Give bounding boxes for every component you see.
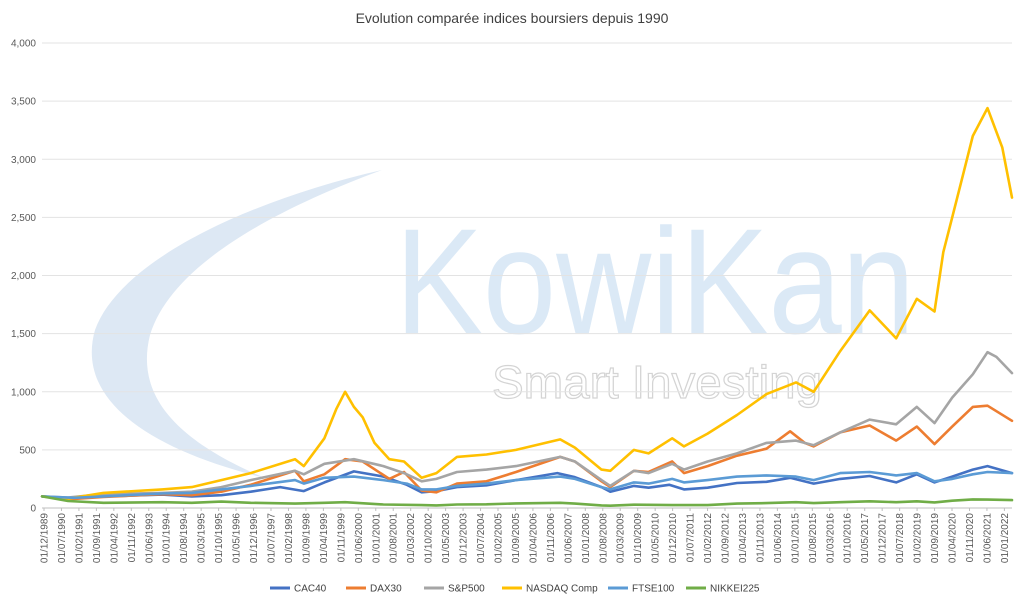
x-tick-label: 01/01/2008 — [581, 513, 592, 563]
x-tick-label: 01/06/2007 — [563, 513, 574, 563]
x-tick-label: 01/09/1998 — [301, 513, 312, 563]
x-tick-label: 01/10/2009 — [633, 513, 644, 563]
watermark: KowiKan Smart Investing — [91, 170, 915, 478]
x-tick-label: 01/10/2002 — [424, 513, 435, 563]
series-lines — [40, 106, 1014, 507]
y-tick-label: 3,000 — [11, 155, 36, 166]
x-tick-label: 01/07/2018 — [895, 513, 906, 563]
chart-title: Evolution comparée indices boursiers dep… — [356, 10, 669, 26]
watermark-swoosh — [91, 170, 382, 478]
y-tick-label: 3,500 — [11, 97, 36, 108]
x-tick-label: 01/11/1999 — [336, 513, 347, 563]
x-tick-label: 01/02/2012 — [703, 513, 714, 563]
series-line-ftse100 — [40, 470, 1014, 500]
legend-label: DAX30 — [370, 584, 402, 595]
x-tick-label: 01/02/1998 — [284, 513, 295, 563]
y-tick-label: 0 — [30, 504, 36, 515]
x-tick-label: 01/11/2020 — [965, 513, 976, 563]
watermark-tagline: Smart Investing — [492, 356, 822, 408]
x-tick-label: 01/01/2001 — [371, 513, 382, 563]
x-tick-label: 01/06/2021 — [982, 513, 993, 563]
x-tick-label: 01/03/2016 — [825, 513, 836, 563]
y-tick-label: 4,000 — [11, 39, 36, 50]
x-tick-label: 01/06/2000 — [354, 513, 365, 563]
x-tick-label: 01/02/1991 — [74, 513, 85, 563]
y-tick-label: 1,000 — [11, 387, 36, 398]
y-axis: 0 500 1,000 1,500 2,000 2,500 3,000 3,500 4,000 — [11, 39, 36, 515]
x-axis: 01/12/1989 01/07/1990 01/02/1991 01/09/1991… — [40, 508, 1011, 563]
x-tick-label: 01/07/2004 — [476, 513, 487, 563]
legend-label: S&P500 — [448, 584, 485, 595]
x-tick-label: 01/08/2008 — [598, 513, 609, 563]
x-tick-label: 01/11/1992 — [127, 513, 138, 563]
y-tick-label: 1,500 — [11, 329, 36, 340]
legend: CAC40 DAX30 S&P500 NASDAQ Comp FTSE100 NIKKEI… — [270, 584, 760, 595]
gridlines — [42, 42, 1012, 509]
x-tick-label: 01/12/1989 — [40, 513, 51, 563]
x-tick-label: 01/01/2022 — [1000, 513, 1011, 563]
x-tick-label: 01/05/2017 — [860, 513, 871, 563]
x-tick-label: 01/05/2003 — [441, 513, 452, 563]
x-tick-label: 01/12/1996 — [249, 513, 260, 563]
x-tick-label: 01/05/2010 — [651, 513, 662, 563]
x-tick-label: 01/07/1990 — [57, 513, 68, 563]
x-tick-label: 01/03/2002 — [406, 513, 417, 563]
x-tick-label: 01/04/2013 — [738, 513, 749, 563]
x-tick-label: 01/11/2013 — [755, 513, 766, 563]
x-tick-label: 01/05/1996 — [232, 513, 243, 563]
x-tick-label: 01/10/2016 — [843, 513, 854, 563]
x-tick-label: 01/04/2006 — [528, 513, 539, 563]
x-tick-label: 01/04/1992 — [109, 513, 120, 563]
x-tick-label: 01/12/2010 — [668, 513, 679, 563]
legend-label: CAC40 — [294, 584, 327, 595]
x-tick-label: 01/08/2001 — [389, 513, 400, 563]
x-tick-label: 01/03/1995 — [197, 513, 208, 563]
x-tick-label: 01/08/2015 — [808, 513, 819, 563]
y-tick-label: 2,000 — [11, 271, 36, 282]
legend-label: NASDAQ Comp — [526, 584, 598, 595]
x-tick-label: 01/06/1993 — [144, 513, 155, 563]
series-line-nasdaq-comp — [40, 106, 1014, 500]
x-tick-label: 01/01/1994 — [162, 513, 173, 563]
x-tick-label: 01/04/1999 — [319, 513, 330, 563]
watermark-brand: KowiKan — [395, 197, 915, 365]
y-tick-label: 2,500 — [11, 213, 36, 224]
legend-label: FTSE100 — [632, 584, 675, 595]
x-tick-label: 01/09/2012 — [721, 513, 732, 563]
x-tick-label: 01/12/2017 — [878, 513, 889, 563]
x-tick-label: 01/09/1991 — [92, 513, 103, 563]
x-tick-label: 01/07/2011 — [686, 513, 697, 563]
x-tick-label: 01/03/2009 — [616, 513, 627, 563]
x-tick-label: 01/09/2019 — [930, 513, 941, 563]
x-tick-label: 01/10/1995 — [214, 513, 225, 563]
x-tick-label: 01/04/2020 — [948, 513, 959, 563]
series-line-s-p500 — [40, 350, 1014, 499]
x-tick-label: 01/08/1994 — [179, 513, 190, 563]
x-tick-label: 01/09/2005 — [511, 513, 522, 563]
x-tick-label: 01/02/2005 — [494, 513, 505, 563]
x-tick-label: 01/11/2006 — [546, 513, 557, 563]
x-tick-label: 01/02/2019 — [913, 513, 924, 563]
x-tick-label: 01/01/2015 — [790, 513, 801, 563]
legend-label: NIKKEI225 — [710, 584, 760, 595]
y-tick-label: 500 — [19, 445, 36, 456]
x-tick-label: 01/07/1997 — [267, 513, 278, 563]
x-tick-label: 01/06/2014 — [773, 513, 784, 563]
x-tick-label: 01/12/2003 — [459, 513, 470, 563]
series-line-nikkei225 — [40, 495, 1014, 507]
